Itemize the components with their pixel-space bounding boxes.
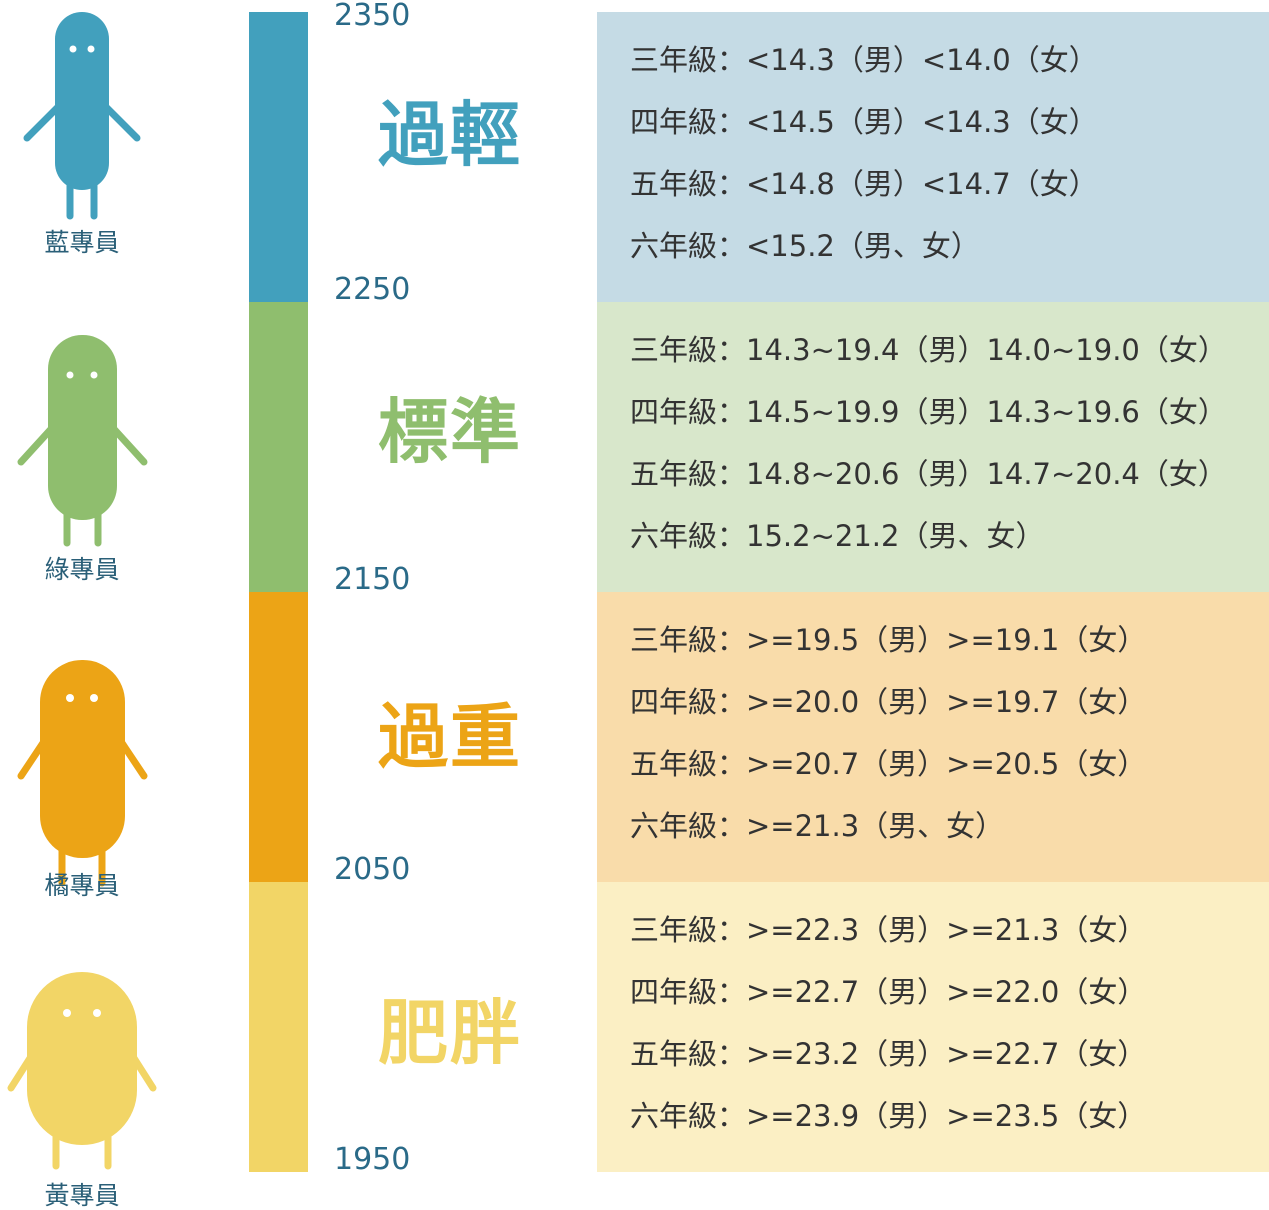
range-row: 三年級：>=22.3（男）>=21.3（女）: [630, 913, 1147, 947]
range-row: 四年級：14.5~19.9（男）14.3~19.6（女）: [630, 395, 1227, 429]
range-box: [597, 882, 1269, 1172]
range-row: 六年級：>=23.9（男）>=23.5（女）: [630, 1099, 1147, 1133]
range-row: 三年級：>=19.5（男）>=19.1（女）: [630, 623, 1147, 657]
scale-label: 2350: [334, 0, 411, 33]
yellow-character: [7, 972, 157, 1170]
scale-segment: [249, 302, 308, 592]
character-name: 藍專員: [44, 228, 120, 257]
blue-character: [23, 12, 141, 220]
range-row: 四年級：>=22.7（男）>=22.0（女）: [630, 975, 1147, 1009]
scale-segment: [249, 882, 308, 1172]
scale-label: 1950: [334, 1142, 411, 1177]
scale-label: 2250: [334, 272, 411, 307]
scale-label: 2050: [334, 852, 411, 887]
scale-segment: [249, 592, 308, 882]
range-row: 四年級：<14.5（男）<14.3（女）: [630, 105, 1098, 139]
level-label: 過輕: [378, 94, 522, 176]
range-row: 四年級：>=20.0（男）>=19.7（女）: [630, 685, 1147, 719]
range-box: [597, 302, 1269, 592]
range-row: 六年級：15.2~21.2（男、女）: [630, 519, 1045, 553]
range-row: 五年級：14.8~20.6（男）14.7~20.4（女）: [630, 457, 1227, 491]
character-name: 綠專員: [44, 555, 120, 584]
scale-label: 2150: [334, 562, 411, 597]
characters: [7, 12, 157, 1170]
character-name: 橘專員: [44, 871, 120, 900]
scale-segment: [249, 12, 308, 302]
green-character: [17, 335, 148, 547]
range-row: 五年級：>=23.2（男）>=22.7（女）: [630, 1037, 1147, 1071]
range-row: 五年級：>=20.7（男）>=20.5（女）: [630, 747, 1147, 781]
range-box: [597, 12, 1269, 302]
range-box: [597, 592, 1269, 882]
range-row: 六年級：<15.2（男、女）: [630, 229, 980, 263]
level-label: 標準: [378, 391, 522, 473]
level-label: 肥胖: [378, 992, 522, 1074]
character-name: 黃專員: [44, 1181, 120, 1210]
level-label: 過重: [378, 696, 522, 778]
range-row: 六年級：>=21.3（男、女）: [630, 809, 1005, 843]
range-row: 五年級：<14.8（男）<14.7（女）: [630, 167, 1098, 201]
orange-character: [17, 660, 148, 887]
range-row: 三年級：<14.3（男）<14.0（女）: [630, 43, 1098, 77]
range-row: 三年級：14.3~19.4（男）14.0~19.0（女）: [630, 333, 1227, 367]
